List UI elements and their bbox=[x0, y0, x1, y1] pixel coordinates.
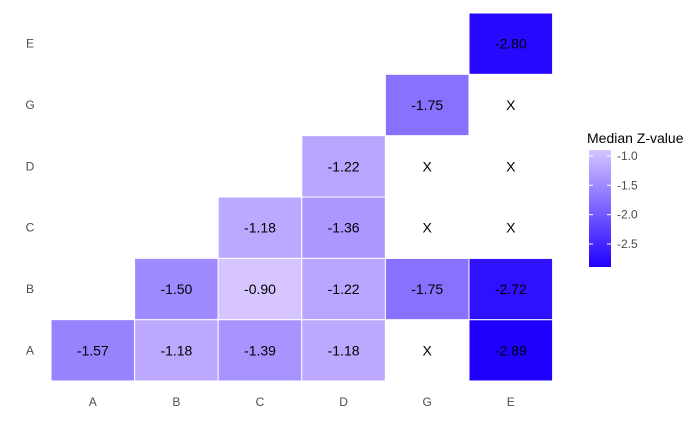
x-tick-label: G bbox=[423, 395, 432, 409]
y-tick-label: E bbox=[26, 37, 34, 51]
cell-value-label: -1.75 bbox=[411, 97, 443, 113]
heatmap-cell-G-A bbox=[384, 319, 470, 382]
legend-tick-label: -2.5 bbox=[617, 237, 638, 251]
y-tick-label: C bbox=[26, 221, 35, 235]
heatmap-cell-C-C bbox=[217, 196, 303, 259]
cell-value-label: -1.22 bbox=[328, 158, 360, 174]
legend-tick-label: -1.0 bbox=[617, 149, 638, 163]
x-tick-label: B bbox=[172, 395, 180, 409]
cell-value-label: -2.72 bbox=[495, 281, 527, 297]
cell-value-label: -1.57 bbox=[77, 342, 109, 358]
heatmap-cell-C-B bbox=[217, 257, 303, 321]
x-tick-label: A bbox=[89, 395, 97, 409]
heatmap-cell-G-D bbox=[384, 135, 470, 198]
heatmap-cell-E-D bbox=[468, 135, 554, 198]
legend-title: Median Z-value bbox=[587, 130, 684, 146]
cell-value-label: -1.18 bbox=[328, 342, 360, 358]
cell-value-label: -1.22 bbox=[328, 281, 360, 297]
heatmap-cell-D-C bbox=[301, 196, 386, 259]
cell-value-label: -2.80 bbox=[495, 36, 527, 52]
cell-value-label: X bbox=[506, 97, 516, 113]
cell-value-label: X bbox=[423, 220, 433, 236]
heatmap-cell-E-B bbox=[468, 257, 554, 321]
heatmap-cell-G-B bbox=[384, 257, 470, 321]
y-tick-label: B bbox=[26, 282, 34, 296]
heatmap-cells: -1.57 -1.18 -1.39 -1.18 X -2.89 -1.50 -0.90 -1.2… bbox=[50, 12, 554, 382]
heatmap-cell-D-D bbox=[301, 135, 386, 198]
legend: Median Z-value -1.0 -1.5 -2.0 -2.5 bbox=[587, 130, 684, 267]
cell-value-label: -1.18 bbox=[160, 342, 192, 358]
heatmap-cell-E-E bbox=[468, 12, 554, 75]
cell-value-label: -1.36 bbox=[328, 220, 360, 236]
heatmap-cell-G-G bbox=[384, 73, 470, 137]
legend-tick-label: -1.5 bbox=[617, 178, 638, 192]
legend-tick-label: -2.0 bbox=[617, 208, 638, 222]
legend-ticks: -1.0 -1.5 -2.0 -2.5 bbox=[589, 149, 638, 251]
heatmap-cell-B-A bbox=[134, 319, 219, 382]
heatmap-cell-D-B bbox=[301, 257, 386, 321]
cell-value-label: -1.18 bbox=[244, 220, 276, 236]
cell-value-label: -1.75 bbox=[411, 281, 443, 297]
y-tick-label: A bbox=[26, 343, 34, 357]
heatmap-cell-B-B bbox=[134, 257, 219, 321]
heatmap-cell-E-A bbox=[468, 319, 554, 382]
y-tick-label: G bbox=[25, 98, 34, 112]
cell-value-label: -0.90 bbox=[244, 281, 276, 297]
y-tick-label: D bbox=[26, 159, 35, 173]
cell-value-label: X bbox=[423, 342, 433, 358]
heatmap-cell-D-A bbox=[301, 319, 386, 382]
cell-value-label: X bbox=[506, 220, 516, 236]
x-tick-label: E bbox=[507, 395, 515, 409]
cell-value-label: -1.50 bbox=[160, 281, 192, 297]
x-tick-label: D bbox=[339, 395, 348, 409]
cell-value-label: X bbox=[423, 158, 433, 174]
cell-value-label: -1.39 bbox=[244, 342, 276, 358]
heatmap-cell-A-A bbox=[50, 319, 136, 382]
heatmap-cell-E-G bbox=[468, 73, 554, 137]
heatmap-cell-E-C bbox=[468, 196, 554, 259]
cell-value-label: -2.89 bbox=[495, 342, 527, 358]
x-tick-label: C bbox=[256, 395, 265, 409]
y-axis: A B C D G E bbox=[25, 37, 34, 358]
legend-colorbar bbox=[589, 150, 611, 267]
cell-value-label: X bbox=[506, 158, 516, 174]
